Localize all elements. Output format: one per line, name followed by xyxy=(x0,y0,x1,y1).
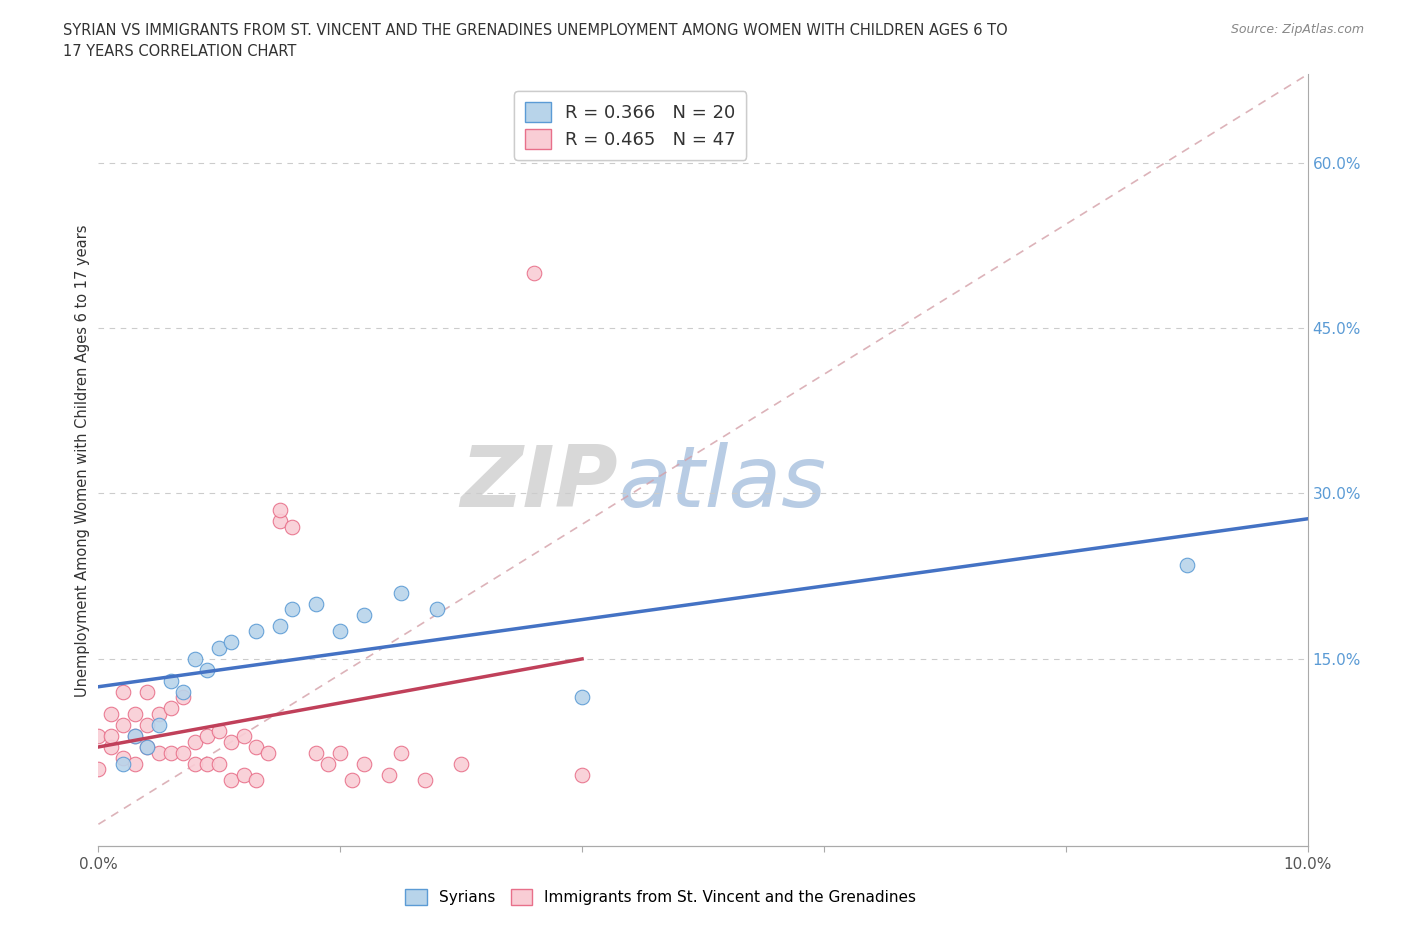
Point xyxy=(160,745,183,760)
Point xyxy=(111,718,134,733)
Point xyxy=(172,745,194,760)
Point xyxy=(305,745,328,760)
Point xyxy=(571,767,593,782)
Point xyxy=(135,718,157,733)
Point xyxy=(160,673,183,688)
Point xyxy=(195,662,218,677)
Point xyxy=(87,728,110,743)
Point xyxy=(450,756,472,771)
Point xyxy=(245,773,267,788)
Point xyxy=(148,718,170,733)
Point xyxy=(571,690,593,705)
Point xyxy=(124,756,146,771)
Text: atlas: atlas xyxy=(619,442,827,525)
Point xyxy=(269,618,291,633)
Point xyxy=(523,265,546,280)
Point xyxy=(100,728,122,743)
Legend: R = 0.366   N = 20, R = 0.465   N = 47: R = 0.366 N = 20, R = 0.465 N = 47 xyxy=(515,91,747,160)
Point xyxy=(269,513,291,528)
Point xyxy=(111,684,134,699)
Point xyxy=(87,762,110,777)
Point xyxy=(232,728,254,743)
Point xyxy=(305,596,328,611)
Point xyxy=(426,602,449,617)
Point xyxy=(160,701,183,716)
Point xyxy=(195,728,218,743)
Text: SYRIAN VS IMMIGRANTS FROM ST. VINCENT AND THE GRENADINES UNEMPLOYMENT AMONG WOME: SYRIAN VS IMMIGRANTS FROM ST. VINCENT AN… xyxy=(63,23,1008,38)
Legend: Syrians, Immigrants from St. Vincent and the Grenadines: Syrians, Immigrants from St. Vincent and… xyxy=(399,883,922,911)
Point xyxy=(195,756,218,771)
Point xyxy=(135,739,157,754)
Point xyxy=(256,745,278,760)
Point xyxy=(124,728,146,743)
Point xyxy=(135,739,157,754)
Point xyxy=(208,756,231,771)
Point xyxy=(281,519,304,534)
Point xyxy=(329,624,352,639)
Point xyxy=(245,624,267,639)
Point xyxy=(148,745,170,760)
Point xyxy=(124,707,146,722)
Point xyxy=(208,724,231,738)
Point xyxy=(389,585,412,600)
Point xyxy=(1175,558,1198,573)
Point xyxy=(111,756,134,771)
Point xyxy=(208,641,231,656)
Text: ZIP: ZIP xyxy=(461,442,619,525)
Point xyxy=(184,651,207,666)
Point xyxy=(281,602,304,617)
Point xyxy=(353,756,375,771)
Point xyxy=(184,734,207,749)
Point xyxy=(329,745,352,760)
Point xyxy=(111,751,134,765)
Point xyxy=(389,745,412,760)
Point xyxy=(184,756,207,771)
Point xyxy=(172,684,194,699)
Point xyxy=(377,767,399,782)
Point xyxy=(316,756,339,771)
Point xyxy=(135,684,157,699)
Point xyxy=(232,767,254,782)
Y-axis label: Unemployment Among Women with Children Ages 6 to 17 years: Unemployment Among Women with Children A… xyxy=(75,224,90,697)
Point xyxy=(100,739,122,754)
Point xyxy=(172,690,194,705)
Point xyxy=(221,734,243,749)
Point xyxy=(124,728,146,743)
Point xyxy=(221,635,243,650)
Point xyxy=(269,502,291,517)
Text: Source: ZipAtlas.com: Source: ZipAtlas.com xyxy=(1230,23,1364,36)
Point xyxy=(353,607,375,622)
Point xyxy=(245,739,267,754)
Point xyxy=(342,773,364,788)
Point xyxy=(148,707,170,722)
Point xyxy=(100,707,122,722)
Point xyxy=(413,773,436,788)
Point xyxy=(221,773,243,788)
Text: 17 YEARS CORRELATION CHART: 17 YEARS CORRELATION CHART xyxy=(63,44,297,59)
